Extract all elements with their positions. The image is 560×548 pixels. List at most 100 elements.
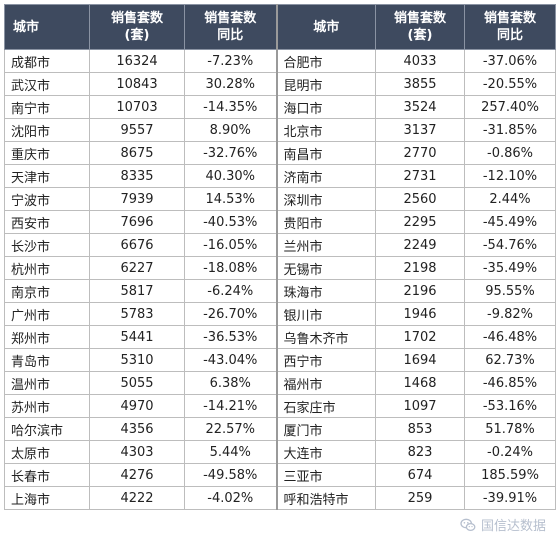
table-row: 青岛市 5310 -43.04% 西宁市 1694 62.73% (4, 348, 556, 372)
city-cell: 呼和浩特市 (276, 486, 376, 510)
yoy-change-cell: 51.78% (464, 417, 556, 441)
city-cell: 宁波市 (4, 187, 90, 211)
city-cell: 海口市 (276, 95, 376, 119)
table-row: 哈尔滨市 4356 22.57% 厦门市 853 51.78% (4, 417, 556, 441)
yoy-change-cell: 185.59% (464, 463, 556, 487)
table-row: 武汉市 10843 30.28% 昆明市 3855 -20.55% (4, 72, 556, 96)
city-cell: 北京市 (276, 118, 376, 142)
city-cell: 南宁市 (4, 95, 90, 119)
sales-count-cell: 2560 (375, 187, 465, 211)
city-cell: 青岛市 (4, 348, 90, 372)
sales-count-cell: 1097 (375, 394, 465, 418)
header-yoy-right-line1: 销售套数 (483, 11, 536, 26)
header-yoy-left-line1: 销售套数 (204, 11, 257, 26)
city-cell: 无锡市 (276, 256, 376, 280)
sales-count-cell: 4276 (89, 463, 185, 487)
sales-count-cell: 4356 (89, 417, 185, 441)
sales-count-cell: 4033 (375, 49, 465, 73)
sales-count-cell: 2196 (375, 279, 465, 303)
city-cell: 深圳市 (276, 187, 376, 211)
sales-count-cell: 6227 (89, 256, 185, 280)
table-row: 西安市 7696 -40.53% 贵阳市 2295 -45.49% (4, 210, 556, 234)
table-row: 南宁市 10703 -14.35% 海口市 3524 257.40% (4, 95, 556, 119)
yoy-change-cell: 22.57% (184, 417, 278, 441)
sales-count-cell: 2295 (375, 210, 465, 234)
header-count-right-line2: (套) (407, 28, 433, 43)
city-cell: 天津市 (4, 164, 90, 188)
sales-count-cell: 853 (375, 417, 465, 441)
sales-count-cell: 4222 (89, 486, 185, 510)
yoy-change-cell: -43.04% (184, 348, 278, 372)
yoy-change-cell: -18.08% (184, 256, 278, 280)
yoy-change-cell: -53.16% (464, 394, 556, 418)
header-count-right-line1: 销售套数 (393, 11, 446, 26)
yoy-change-cell: 40.30% (184, 164, 278, 188)
city-cell: 郑州市 (4, 325, 90, 349)
yoy-change-cell: -14.21% (184, 394, 278, 418)
city-cell: 沈阳市 (4, 118, 90, 142)
city-cell: 西宁市 (276, 348, 376, 372)
yoy-change-cell: -4.02% (184, 486, 278, 510)
sales-count-cell: 3855 (375, 72, 465, 96)
yoy-change-cell: 62.73% (464, 348, 556, 372)
city-cell: 上海市 (4, 486, 90, 510)
city-cell: 厦门市 (276, 417, 376, 441)
header-city-right: 城市 (276, 4, 376, 50)
sales-count-cell: 1694 (375, 348, 465, 372)
city-cell: 大连市 (276, 440, 376, 464)
header-count-right: 销售套数 (套) (375, 4, 465, 50)
yoy-change-cell: -39.91% (464, 486, 556, 510)
city-cell: 银川市 (276, 302, 376, 326)
sales-count-cell: 8675 (89, 141, 185, 165)
sales-count-cell: 1702 (375, 325, 465, 349)
header-count-left: 销售套数 (套) (89, 4, 185, 50)
sales-count-cell: 4970 (89, 394, 185, 418)
header-city-left: 城市 (4, 4, 90, 50)
city-cell: 成都市 (4, 49, 90, 73)
sales-count-cell: 10703 (89, 95, 185, 119)
city-cell: 杭州市 (4, 256, 90, 280)
yoy-change-cell: -35.49% (464, 256, 556, 280)
yoy-change-cell: -16.05% (184, 233, 278, 257)
city-cell: 广州市 (4, 302, 90, 326)
wechat-icon (460, 518, 476, 531)
table-row: 天津市 8335 40.30% 济南市 2731 -12.10% (4, 164, 556, 188)
city-cell: 乌鲁木齐市 (276, 325, 376, 349)
sales-count-cell: 1946 (375, 302, 465, 326)
sales-count-cell: 5441 (89, 325, 185, 349)
table-row: 上海市 4222 -4.02% 呼和浩特市 259 -39.91% (4, 486, 556, 510)
sales-table-container: 城市 销售套数 (套) 销售套数 同比 城市 销售套数 (套) 销售套数 同比 (4, 4, 556, 510)
table-row: 杭州市 6227 -18.08% 无锡市 2198 -35.49% (4, 256, 556, 280)
yoy-change-cell: -54.76% (464, 233, 556, 257)
yoy-change-cell: 14.53% (184, 187, 278, 211)
yoy-change-cell: -0.24% (464, 440, 556, 464)
city-cell: 福州市 (276, 371, 376, 395)
table-row: 苏州市 4970 -14.21% 石家庄市 1097 -53.16% (4, 394, 556, 418)
sales-count-cell: 2770 (375, 141, 465, 165)
yoy-change-cell: 5.44% (184, 440, 278, 464)
city-cell: 南昌市 (276, 141, 376, 165)
sales-count-cell: 7696 (89, 210, 185, 234)
city-cell: 太原市 (4, 440, 90, 464)
header-row: 城市 销售套数 (套) 销售套数 同比 城市 销售套数 (套) 销售套数 同比 (4, 4, 556, 50)
yoy-change-cell: -49.58% (184, 463, 278, 487)
sales-count-cell: 6676 (89, 233, 185, 257)
city-cell: 长沙市 (4, 233, 90, 257)
yoy-change-cell: -7.23% (184, 49, 278, 73)
yoy-change-cell: -26.70% (184, 302, 278, 326)
table-row: 沈阳市 9557 8.90% 北京市 3137 -31.85% (4, 118, 556, 142)
sales-count-cell: 8335 (89, 164, 185, 188)
sales-count-cell: 259 (375, 486, 465, 510)
city-cell: 昆明市 (276, 72, 376, 96)
table-row: 太原市 4303 5.44% 大连市 823 -0.24% (4, 440, 556, 464)
table-row: 长春市 4276 -49.58% 三亚市 674 185.59% (4, 463, 556, 487)
city-cell: 兰州市 (276, 233, 376, 257)
yoy-change-cell: -9.82% (464, 302, 556, 326)
yoy-change-cell: 6.38% (184, 371, 278, 395)
header-yoy-left: 销售套数 同比 (184, 4, 278, 50)
yoy-change-cell: -37.06% (464, 49, 556, 73)
yoy-change-cell: -20.55% (464, 72, 556, 96)
header-count-left-line2: (套) (124, 28, 150, 43)
city-cell: 三亚市 (276, 463, 376, 487)
sales-count-cell: 1468 (375, 371, 465, 395)
